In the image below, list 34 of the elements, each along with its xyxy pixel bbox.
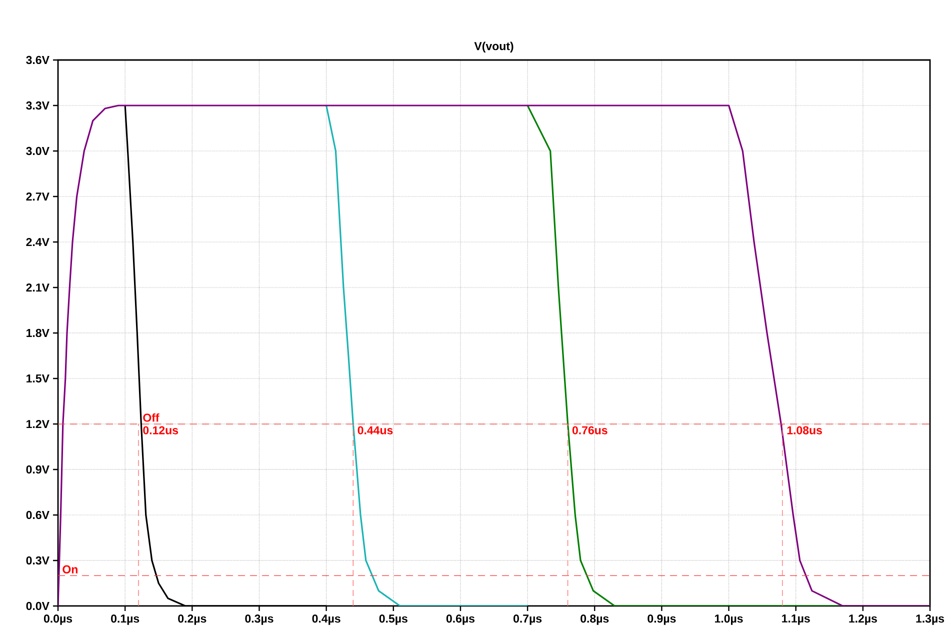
x-tick-label: 0.6µs [446,614,474,625]
x-tick-label: 0.9µs [648,614,676,625]
x-tick-label: 1.3µs [916,614,944,625]
x-tick-label: 0.0µs [44,614,72,625]
y-tick-label: 3.6V [26,56,50,64]
x-tick-label: 1.1µs [782,614,810,625]
x-tick-label: 0.8µs [580,614,609,625]
x-tick-label: 0.4µs [312,614,340,625]
annotation: On [62,565,78,574]
chart-title: V(vout) [474,42,514,52]
x-tick-label: 0.1µs [111,614,140,625]
x-tick-label: 0.5µs [379,614,408,625]
x-tick-label: 0.7µs [513,614,542,625]
x-tick-label: 0.2µs [178,614,206,625]
y-tick-label: 1.8V [26,328,50,338]
x-tick-label: 0.3µs [245,614,274,625]
x-tick-label: 1.2µs [849,614,877,625]
y-tick-label: 0.9V [26,465,50,474]
annotation: 0.44us [358,426,393,434]
y-tick-label: 0.6V [26,510,50,520]
annotation: 0.12us [143,426,178,434]
x-tick-label: 1.0µs [714,614,743,625]
y-tick-label: 0.0V [26,602,50,610]
y-tick-label: 3.0V [26,146,50,156]
y-tick-label: 1.2V [26,420,50,428]
annotation: 0.76us [572,426,608,434]
y-tick-label: 3.3V [26,101,50,110]
y-tick-label: 1.5V [26,374,50,382]
y-tick-label: 0.3V [26,556,50,565]
annotation: Off [143,413,160,422]
annotation: 1.08us [787,426,822,434]
y-tick-label: 2.7V [26,192,50,201]
y-tick-label: 2.4V [26,238,50,246]
y-tick-label: 2.1V [26,283,50,292]
